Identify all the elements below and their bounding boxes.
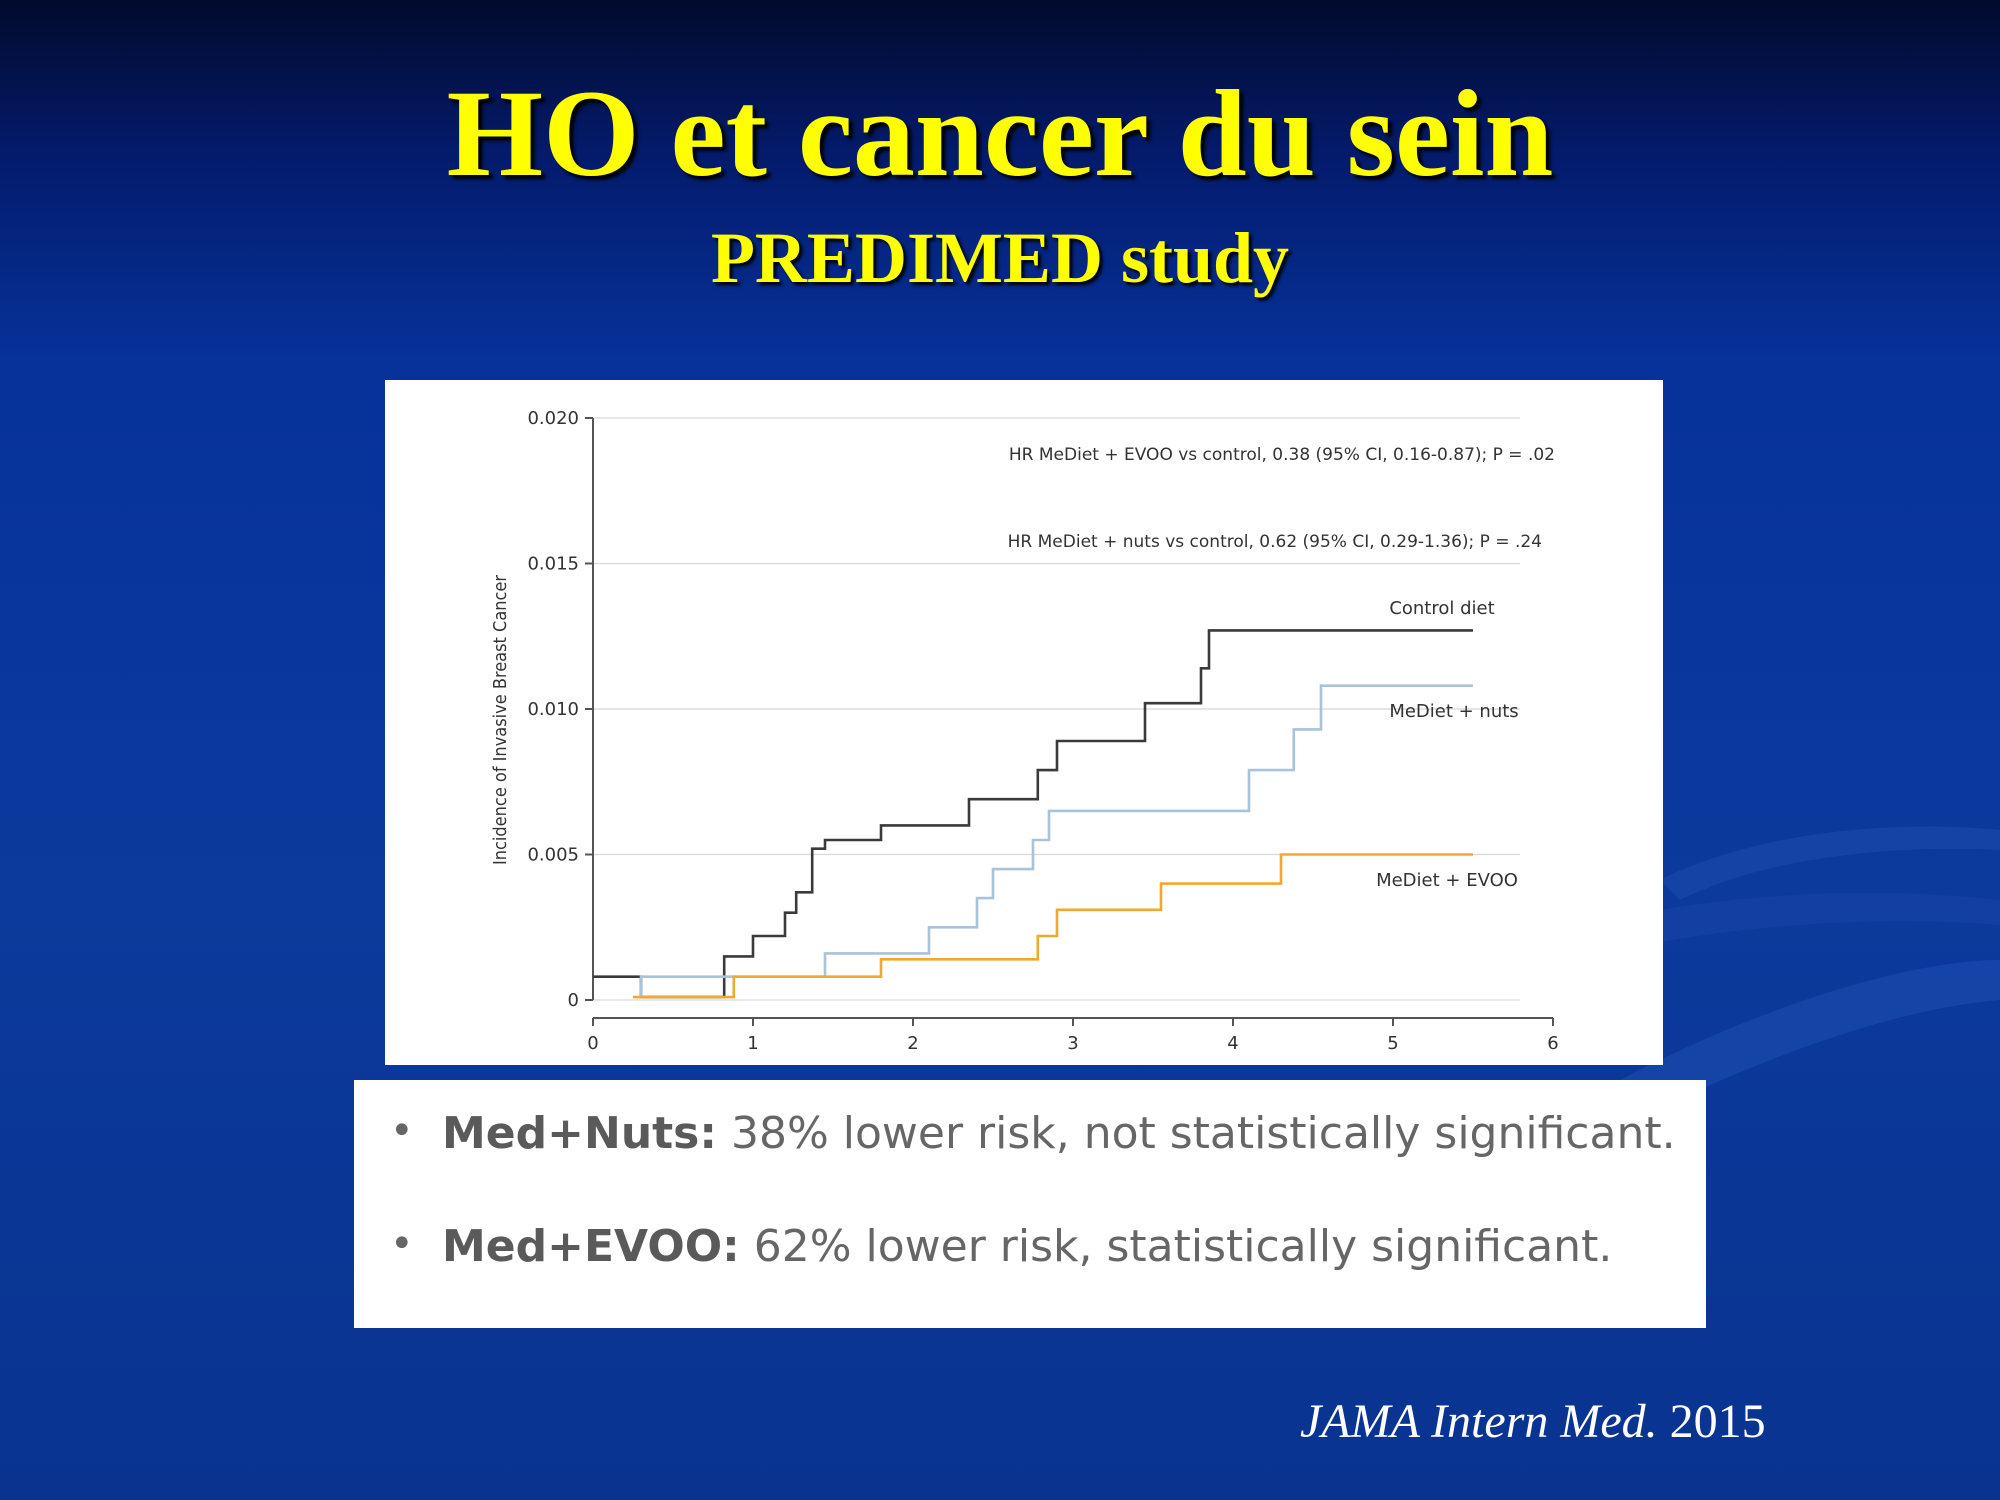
bullet-label: Med+EVOO: (442, 1221, 740, 1272)
bullets-panel: • Med+Nuts: 38% lower risk, not statistic… (354, 1080, 1706, 1328)
bullet-dot-icon: • (390, 1221, 414, 1267)
y-tick-label: 0.005 (527, 845, 579, 866)
bullet-label: Med+Nuts: (442, 1108, 717, 1159)
y-tick-label: 0.015 (527, 554, 579, 575)
bullet-text: Med+Nuts: 38% lower risk, not statistica… (442, 1108, 1676, 1159)
citation-journal: JAMA Intern Med. (1300, 1395, 1658, 1448)
series-line-nuts (639, 684, 1473, 998)
x-tick-label: 3 (1067, 1033, 1078, 1054)
incidence-chart: 0 0.005 0.010 0.015 0.020 0 1 2 3 4 5 6 Incidence o… (490, 408, 1559, 1054)
bullet-description: 38% lower risk, not statistically signif… (716, 1108, 1676, 1159)
ticks: 0 0.005 0.010 0.015 0.020 0 1 2 3 4 5 6 (527, 408, 1558, 1054)
slide-subtitle: PREDIMED study (710, 218, 1290, 298)
series-line-control (593, 629, 1473, 999)
x-tick-label: 1 (747, 1033, 758, 1054)
chart-panel: 0 0.005 0.010 0.015 0.020 0 1 2 3 4 5 6 Incidence o… (385, 380, 1663, 1065)
y-tick-label: 0.020 (527, 408, 579, 429)
x-tick-label: 2 (907, 1033, 918, 1054)
bullet-dot-icon: • (390, 1108, 414, 1154)
slide-title: HO et cancer du sein (446, 65, 1554, 202)
x-tick-label: 6 (1547, 1033, 1558, 1054)
y-tick-label: 0 (568, 990, 579, 1011)
y-axis-label: Incidence of Invasive Breast Cancer (490, 575, 511, 865)
bullet-text: Med+EVOO: 62% lower risk, statistically … (442, 1221, 1612, 1272)
x-tick-label: 0 (587, 1033, 598, 1054)
y-tick-label: 0.010 (527, 699, 579, 720)
series-label-control: Control diet (1389, 598, 1494, 619)
annotation-evoo: HR MeDiet + EVOO vs control, 0.38 (95% C… (1009, 445, 1555, 465)
x-tick-label: 5 (1387, 1033, 1398, 1054)
citation: JAMA Intern Med. 2015 (1300, 1394, 1766, 1449)
annotation-nuts: HR MeDiet + nuts vs control, 0.62 (95% C… (1008, 532, 1542, 552)
series-lines (593, 629, 1473, 999)
series-label-evoo: MeDiet + EVOO (1376, 870, 1518, 891)
series-line-evoo (633, 853, 1473, 999)
x-tick-label: 4 (1227, 1033, 1238, 1054)
bullet-description: 62% lower risk, statistically significan… (739, 1221, 1613, 1272)
citation-year: 2015 (1669, 1395, 1766, 1448)
series-label-nuts: MeDiet + nuts (1389, 701, 1518, 722)
